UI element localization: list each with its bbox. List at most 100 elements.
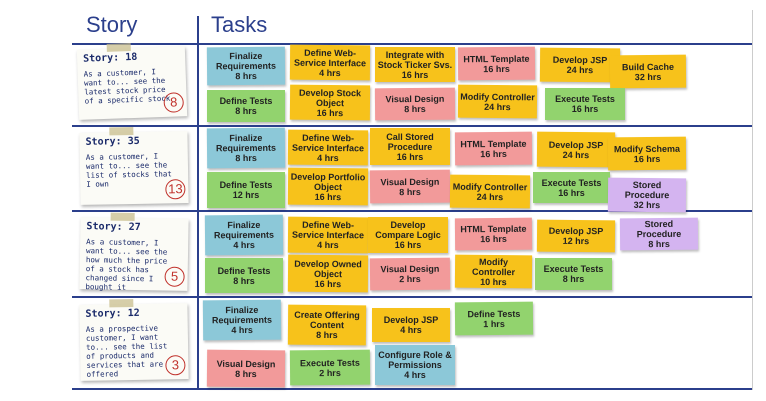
task-hours: 8 hrs [233,275,255,286]
task-note: Stored Procedure 32 hrs [607,177,687,213]
task-note: Develop JSP 24 hrs [536,131,616,168]
task-hours: 8 hrs [399,186,421,197]
task-name: Develop JSP [383,315,439,325]
task-note: Modify Controller 10 hrs [454,254,533,289]
task-name: Stored Procedure [624,179,670,201]
row-line [72,43,752,45]
task-name: Define Tests [217,265,271,276]
task-name: Define Tests [219,180,273,190]
task-hours: 4 hrs [319,67,341,78]
task-note: Create Offering Content 8 hrs [287,304,367,346]
task-note: Visual Design 8 hrs [206,349,286,388]
task-note: HTML Template 16 hrs [457,46,536,81]
task-note: Define Tests 1 hrs [454,301,534,336]
story-text: As a prospective customer, I want to... … [85,323,168,379]
task-note: Define Tests 12 hrs [207,172,285,208]
task-note: Stored Procedure 8 hrs [619,217,699,251]
task-name: Define Web-Service Interface [293,47,367,68]
task-note: Visual Design 8 hrs [374,87,456,121]
task-hours: 16 hrs [316,107,344,118]
task-hours: 32 hrs [634,71,662,82]
task-name: Modify Schema [613,143,680,154]
task-name: Build Cache [621,61,674,72]
tape [109,299,134,308]
tasks-header: Tasks [211,12,268,37]
story-card: Story: 27 As a customer, I want to... see… [79,212,189,292]
task-note: Define Web-Service Interface 4 hrs [287,129,369,166]
task-hours: 8 hrs [235,70,257,82]
task-hours: 4 hrs [317,239,339,251]
task-name: HTML Template [460,138,527,149]
task-name: Modify Controller [452,181,528,192]
row-line [72,296,752,298]
task-name: Develop JSP [548,139,604,150]
task-name: HTML Template [460,223,527,235]
task-hours: 16 hrs [396,151,424,162]
task-name: Define Web-Service Interface [291,132,365,153]
tape [110,212,135,222]
task-hours: 4 hrs [233,239,255,251]
task-hours: 16 hrs [633,153,661,164]
task-hours: 2 hrs [399,273,421,285]
task-hours: 16 hrs [558,187,585,198]
task-name: Finalize Requirements [213,219,275,241]
story-id: Story: 18 [82,51,138,65]
row-line [72,125,752,127]
task-hours: 16 hrs [480,233,507,245]
task-note: Define Web-Service Interface 4 hrs [287,216,369,254]
task-note: HTML Template 16 hrs [454,131,533,166]
task-note: Configure Role & Permissions 4 hrs [375,345,455,385]
task-name: Stored Procedure [636,218,682,240]
task-name: Create Offering Content [294,309,360,331]
task-name: Define Tests [219,96,273,106]
task-note: Integrate with Stock Ticker Svs. 16 hrs [375,47,455,82]
task-name: Visual Design [380,176,440,187]
story-points: 5 [164,266,185,287]
task-note: Execute Tests 16 hrs [545,88,625,120]
task-note: Define Web-Service Interface 4 hrs [289,44,371,81]
task-hours: 12 hrs [562,235,590,247]
task-note: Execute Tests 16 hrs [533,172,610,203]
task-hours: 10 hrs [480,276,507,287]
task-note: Define Tests 8 hrs [205,258,283,293]
task-name: Finalize Requirements [211,304,273,326]
task-note: Develop JSP 12 hrs [536,219,616,253]
task-note: Build Cache 32 hrs [609,54,687,89]
story-text: As a customer, I want to... see the how … [85,237,168,292]
task-name: Execute Tests [555,94,615,104]
story-text: As a customer, I want to... see the late… [83,67,171,106]
story-card: Story: 18 As a customer, I want to... see… [76,43,188,120]
task-name: Execute Tests [543,264,604,274]
task-hours: 8 hrs [235,152,257,164]
tape [109,127,134,136]
task-name: Develop JSP [552,54,608,66]
edge [752,10,753,390]
story-id: Story: 12 [85,307,140,320]
task-name: HTML Template [463,53,530,64]
task-hours: 2 hrs [319,367,341,378]
task-name: Visual Design [385,93,445,105]
task-note: Modify Controller 24 hrs [449,174,531,209]
row-line [72,210,752,212]
task-hours: 8 hrs [235,106,257,116]
task-hours: 16 hrs [401,69,429,80]
task-hours: 8 hrs [316,329,338,341]
task-note: Develop Stock Object 16 hrs [289,84,371,121]
story-card: Story: 35 As a customer, I want to... see… [79,127,189,205]
task-name: Visual Design [216,358,276,369]
task-hours: 16 hrs [314,278,342,289]
task-hours: 8 hrs [235,368,257,379]
row-line [72,388,752,390]
task-hours: 1 hrs [483,318,505,329]
task-note: Define Tests 8 hrs [207,90,285,122]
task-hours: 4 hrs [400,325,422,335]
task-note: Develop Compare Logic 16 hrs [368,217,448,253]
tape [106,43,131,52]
task-name: Visual Design [380,263,440,275]
task-hours: 16 hrs [394,240,422,250]
story-points: 8 [163,92,185,113]
task-name: Develop Owned Object [294,258,362,279]
task-hours: 24 hrs [562,149,590,160]
task-hours: 12 hrs [232,190,260,200]
task-name: Integrate with Stock Ticker Svs. [377,49,453,70]
